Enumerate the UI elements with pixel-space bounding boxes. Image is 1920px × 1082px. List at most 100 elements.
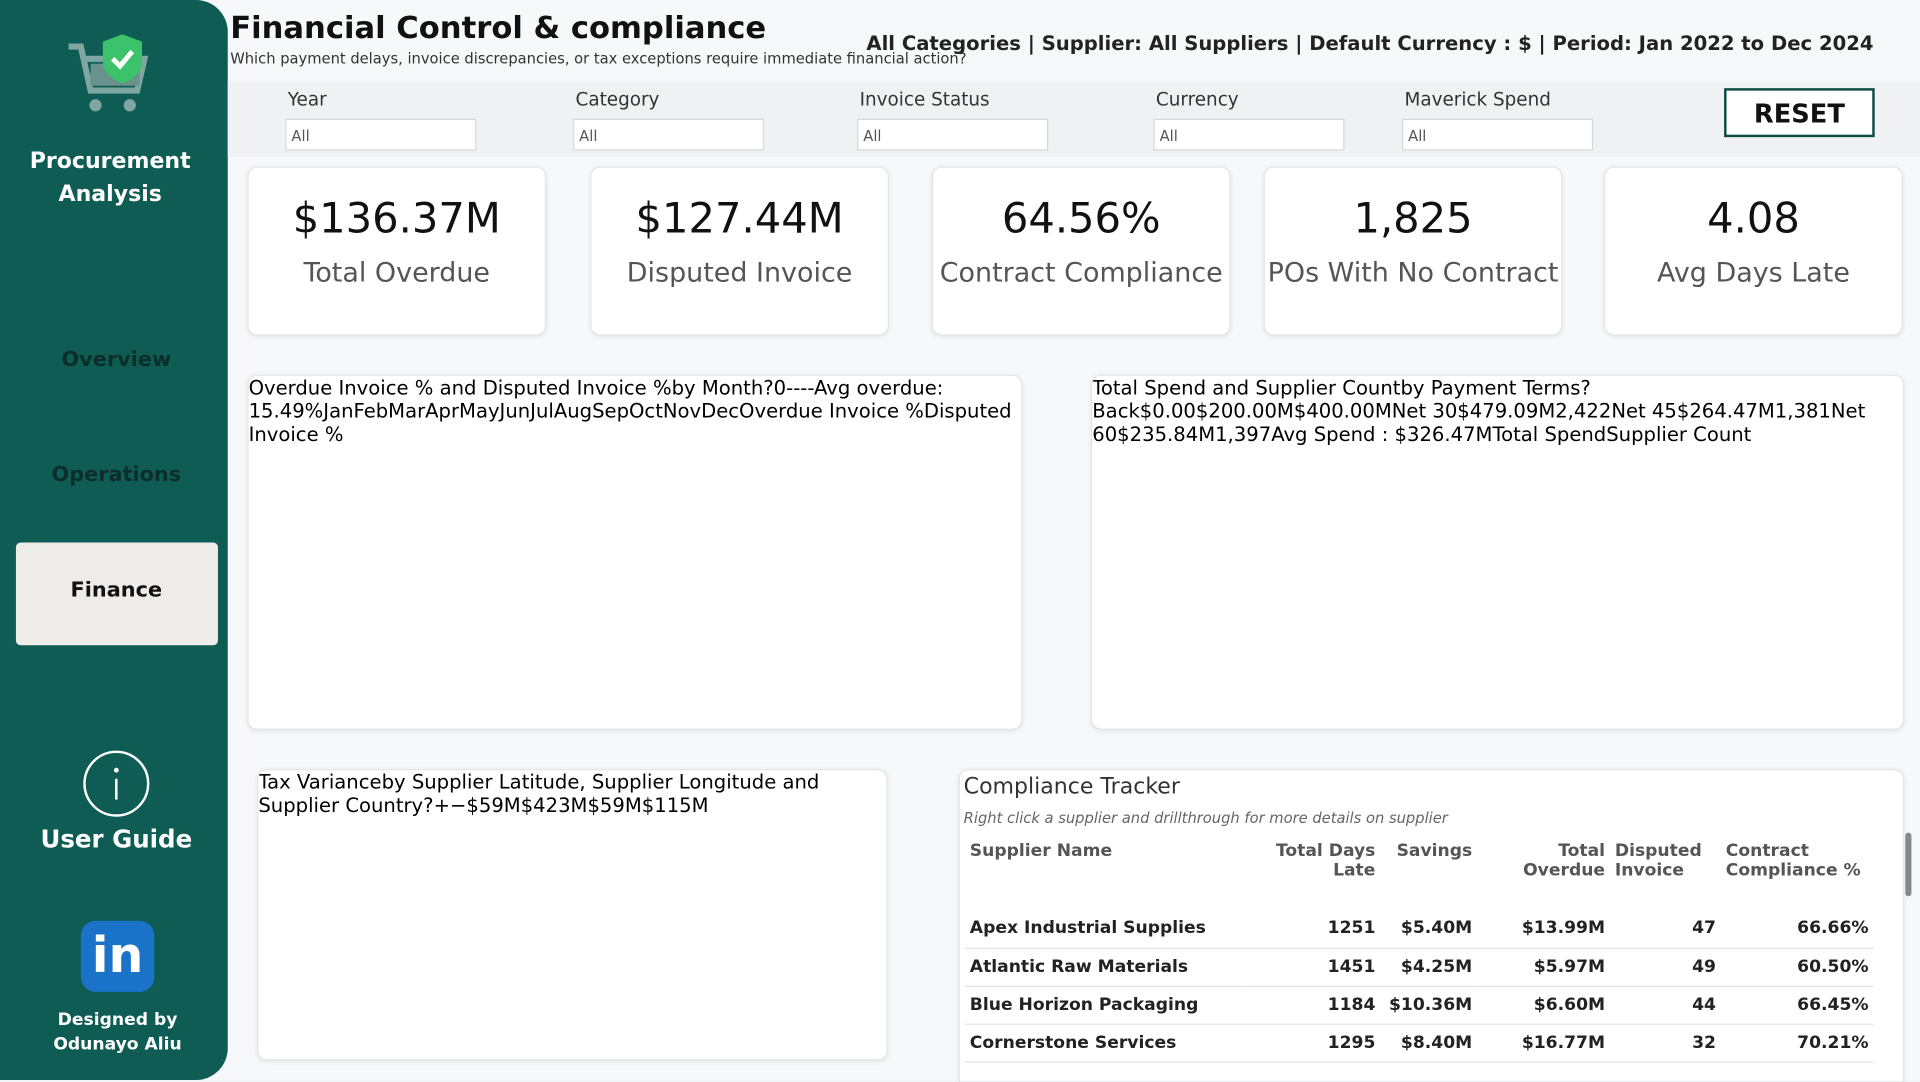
table-cell: 44 bbox=[1692, 994, 1716, 1015]
scrollbar[interactable] bbox=[1905, 832, 1912, 897]
x-tick-label: Net 60 bbox=[1092, 399, 1866, 446]
table-cell: $10.36M bbox=[1388, 994, 1473, 1015]
context: All Categories | Supplier: All Suppliers… bbox=[866, 31, 1874, 56]
filter-dropdown[interactable]: All bbox=[857, 118, 1049, 151]
kpi-value: 64.56% bbox=[1001, 194, 1161, 244]
table-subtitle: Right click a supplier and drillthrough … bbox=[963, 809, 1448, 827]
column-header: Total Days Late bbox=[1275, 841, 1376, 881]
help-icon: ? bbox=[763, 375, 774, 400]
table-cell: $8.40M bbox=[1400, 1032, 1473, 1053]
table-cell: 1451 bbox=[1327, 956, 1376, 977]
x-tick-label: May bbox=[459, 399, 500, 423]
x-tick-label: Feb bbox=[353, 399, 389, 423]
table-cell: 60.50% bbox=[1797, 956, 1869, 977]
table-title: Compliance Tracker bbox=[963, 773, 1180, 800]
table-cell: 66.45% bbox=[1797, 994, 1869, 1015]
filter-value: All bbox=[1159, 127, 1178, 145]
y-tick-label: - bbox=[786, 375, 794, 400]
y-tick-label: - bbox=[807, 375, 814, 400]
chart-subtitle: by Payment Terms bbox=[1400, 375, 1581, 400]
kpi-label: Disputed Invoice bbox=[626, 258, 853, 289]
legend-label: Disputed Invoice % bbox=[248, 399, 1012, 446]
filter-label: Category bbox=[575, 88, 660, 111]
filter-value: All bbox=[291, 127, 310, 145]
filter-dropdown[interactable]: All bbox=[285, 118, 477, 151]
table-cell: $5.40M bbox=[1400, 918, 1473, 939]
data-label: $264.47M bbox=[1676, 399, 1775, 423]
table-cell: $4.25M bbox=[1400, 956, 1473, 977]
table-row: Blue Horizon Packaging 1184 $10.36M $6.60M 4… bbox=[964, 986, 1874, 1024]
kpi-label: POs With No Contract bbox=[1267, 258, 1559, 289]
filter-value: All bbox=[1408, 127, 1427, 145]
page-subtitle: Which payment delays, invoice discrepanc… bbox=[230, 50, 967, 68]
table-cell: Apex Industrial Supplies bbox=[969, 918, 1206, 939]
filter-label: Maverick Spend bbox=[1404, 88, 1551, 111]
legend-label: Overdue Invoice % bbox=[739, 399, 924, 423]
filter-label: Year bbox=[287, 88, 327, 111]
x-tick-label: Oct bbox=[629, 399, 663, 423]
table-card: Compliance Tracker Right click a supplier… bbox=[958, 768, 1905, 1082]
table-cell: 1184 bbox=[1327, 994, 1376, 1015]
credit: Designed by Odunayo Aliu bbox=[53, 1010, 182, 1055]
y-tick-label: - bbox=[793, 375, 801, 400]
filter-dropdown[interactable]: All bbox=[1153, 118, 1345, 151]
x-tick-label: Apr bbox=[425, 399, 460, 423]
y-tick-label: $0.00 bbox=[1139, 399, 1196, 423]
back-button: Back bbox=[1092, 399, 1140, 423]
zoom-button[interactable]: − bbox=[449, 793, 467, 817]
table-cell: Blue Horizon Packaging bbox=[969, 994, 1199, 1015]
check bbox=[110, 49, 135, 70]
kpi-label: Total Overdue bbox=[303, 258, 491, 289]
sidebar-title: Procurement Analysis bbox=[29, 148, 191, 207]
filter-dropdown[interactable]: All bbox=[1402, 118, 1594, 151]
x-tick-label: Dec bbox=[701, 399, 740, 423]
nav-active-bg bbox=[15, 542, 218, 646]
filter-dropdown[interactable]: All bbox=[573, 118, 765, 151]
y-tick-label: $200.00M bbox=[1195, 399, 1294, 423]
linkedin-logo[interactable]: in bbox=[80, 920, 155, 992]
table-cell: $16.77M bbox=[1521, 1032, 1606, 1053]
bar-card: Total Spend and Supplier Countby Payment… bbox=[1091, 374, 1905, 730]
chart-title: Tax Variance bbox=[258, 770, 382, 794]
chart-subtitle: by Month bbox=[671, 375, 764, 400]
info-icon bbox=[83, 750, 150, 817]
kpi-card: $136.37M Total Overdue bbox=[247, 166, 547, 336]
column-header: Supplier Name bbox=[969, 841, 1113, 861]
info-dot bbox=[113, 767, 119, 773]
filter-value: All bbox=[579, 127, 598, 145]
zoom-button[interactable]: + bbox=[433, 793, 450, 817]
data-label: $235.84M bbox=[1117, 422, 1216, 446]
area-card: Overdue Invoice % and Disputed Invoice %… bbox=[247, 374, 1023, 730]
bubble-map: Tax Varianceby Supplier Latitude, Suppli… bbox=[258, 770, 886, 817]
avg-label: Avg overdue: 15.49% bbox=[248, 375, 944, 423]
x-tick-label: Net 45 bbox=[1611, 399, 1677, 423]
sidebar bbox=[0, 0, 228, 1081]
reset-button[interactable]: RESET bbox=[1724, 88, 1875, 138]
area-chart: Overdue Invoice % and Disputed Invoice %… bbox=[249, 376, 1022, 446]
data-label: 1,381 bbox=[1774, 399, 1831, 423]
table-row: Cornerstone Services 1295 $8.40M $16.77M 32 7… bbox=[964, 1024, 1874, 1062]
data-label: $59M bbox=[466, 793, 521, 817]
table-cell: $13.99M bbox=[1521, 918, 1606, 939]
x-tick-label: Jul bbox=[530, 399, 554, 423]
table-cell: 32 bbox=[1692, 1032, 1716, 1053]
table-cell: $6.60M bbox=[1533, 994, 1606, 1015]
table-cell: 66.66% bbox=[1797, 918, 1869, 939]
table-cell: Atlantic Raw Materials bbox=[969, 956, 1189, 977]
column-header: Contract Compliance % bbox=[1725, 841, 1861, 881]
user-guide[interactable]: User Guide bbox=[40, 824, 193, 854]
y-tick-label: - bbox=[800, 375, 808, 400]
legend-label: Supplier Count bbox=[1606, 422, 1752, 446]
nav-item[interactable]: Operations bbox=[51, 462, 182, 488]
nav-item[interactable]: Overview bbox=[61, 347, 172, 373]
table-cell: 47 bbox=[1692, 918, 1716, 939]
column-header: Disputed Invoice bbox=[1614, 841, 1702, 881]
table-row: Atlantic Raw Materials 1451 $4.25M $5.97M 49… bbox=[964, 948, 1874, 986]
kpi-value: $136.37M bbox=[292, 194, 501, 244]
filter-bar bbox=[227, 80, 1920, 157]
data-label: $59M bbox=[587, 793, 642, 817]
compliance-table: Supplier Name Total Days Late Savings Total… bbox=[964, 841, 1874, 1062]
nav-item[interactable]: Finance bbox=[70, 577, 163, 603]
map-card: Tax Varianceby Supplier Latitude, Suppli… bbox=[257, 768, 888, 1061]
